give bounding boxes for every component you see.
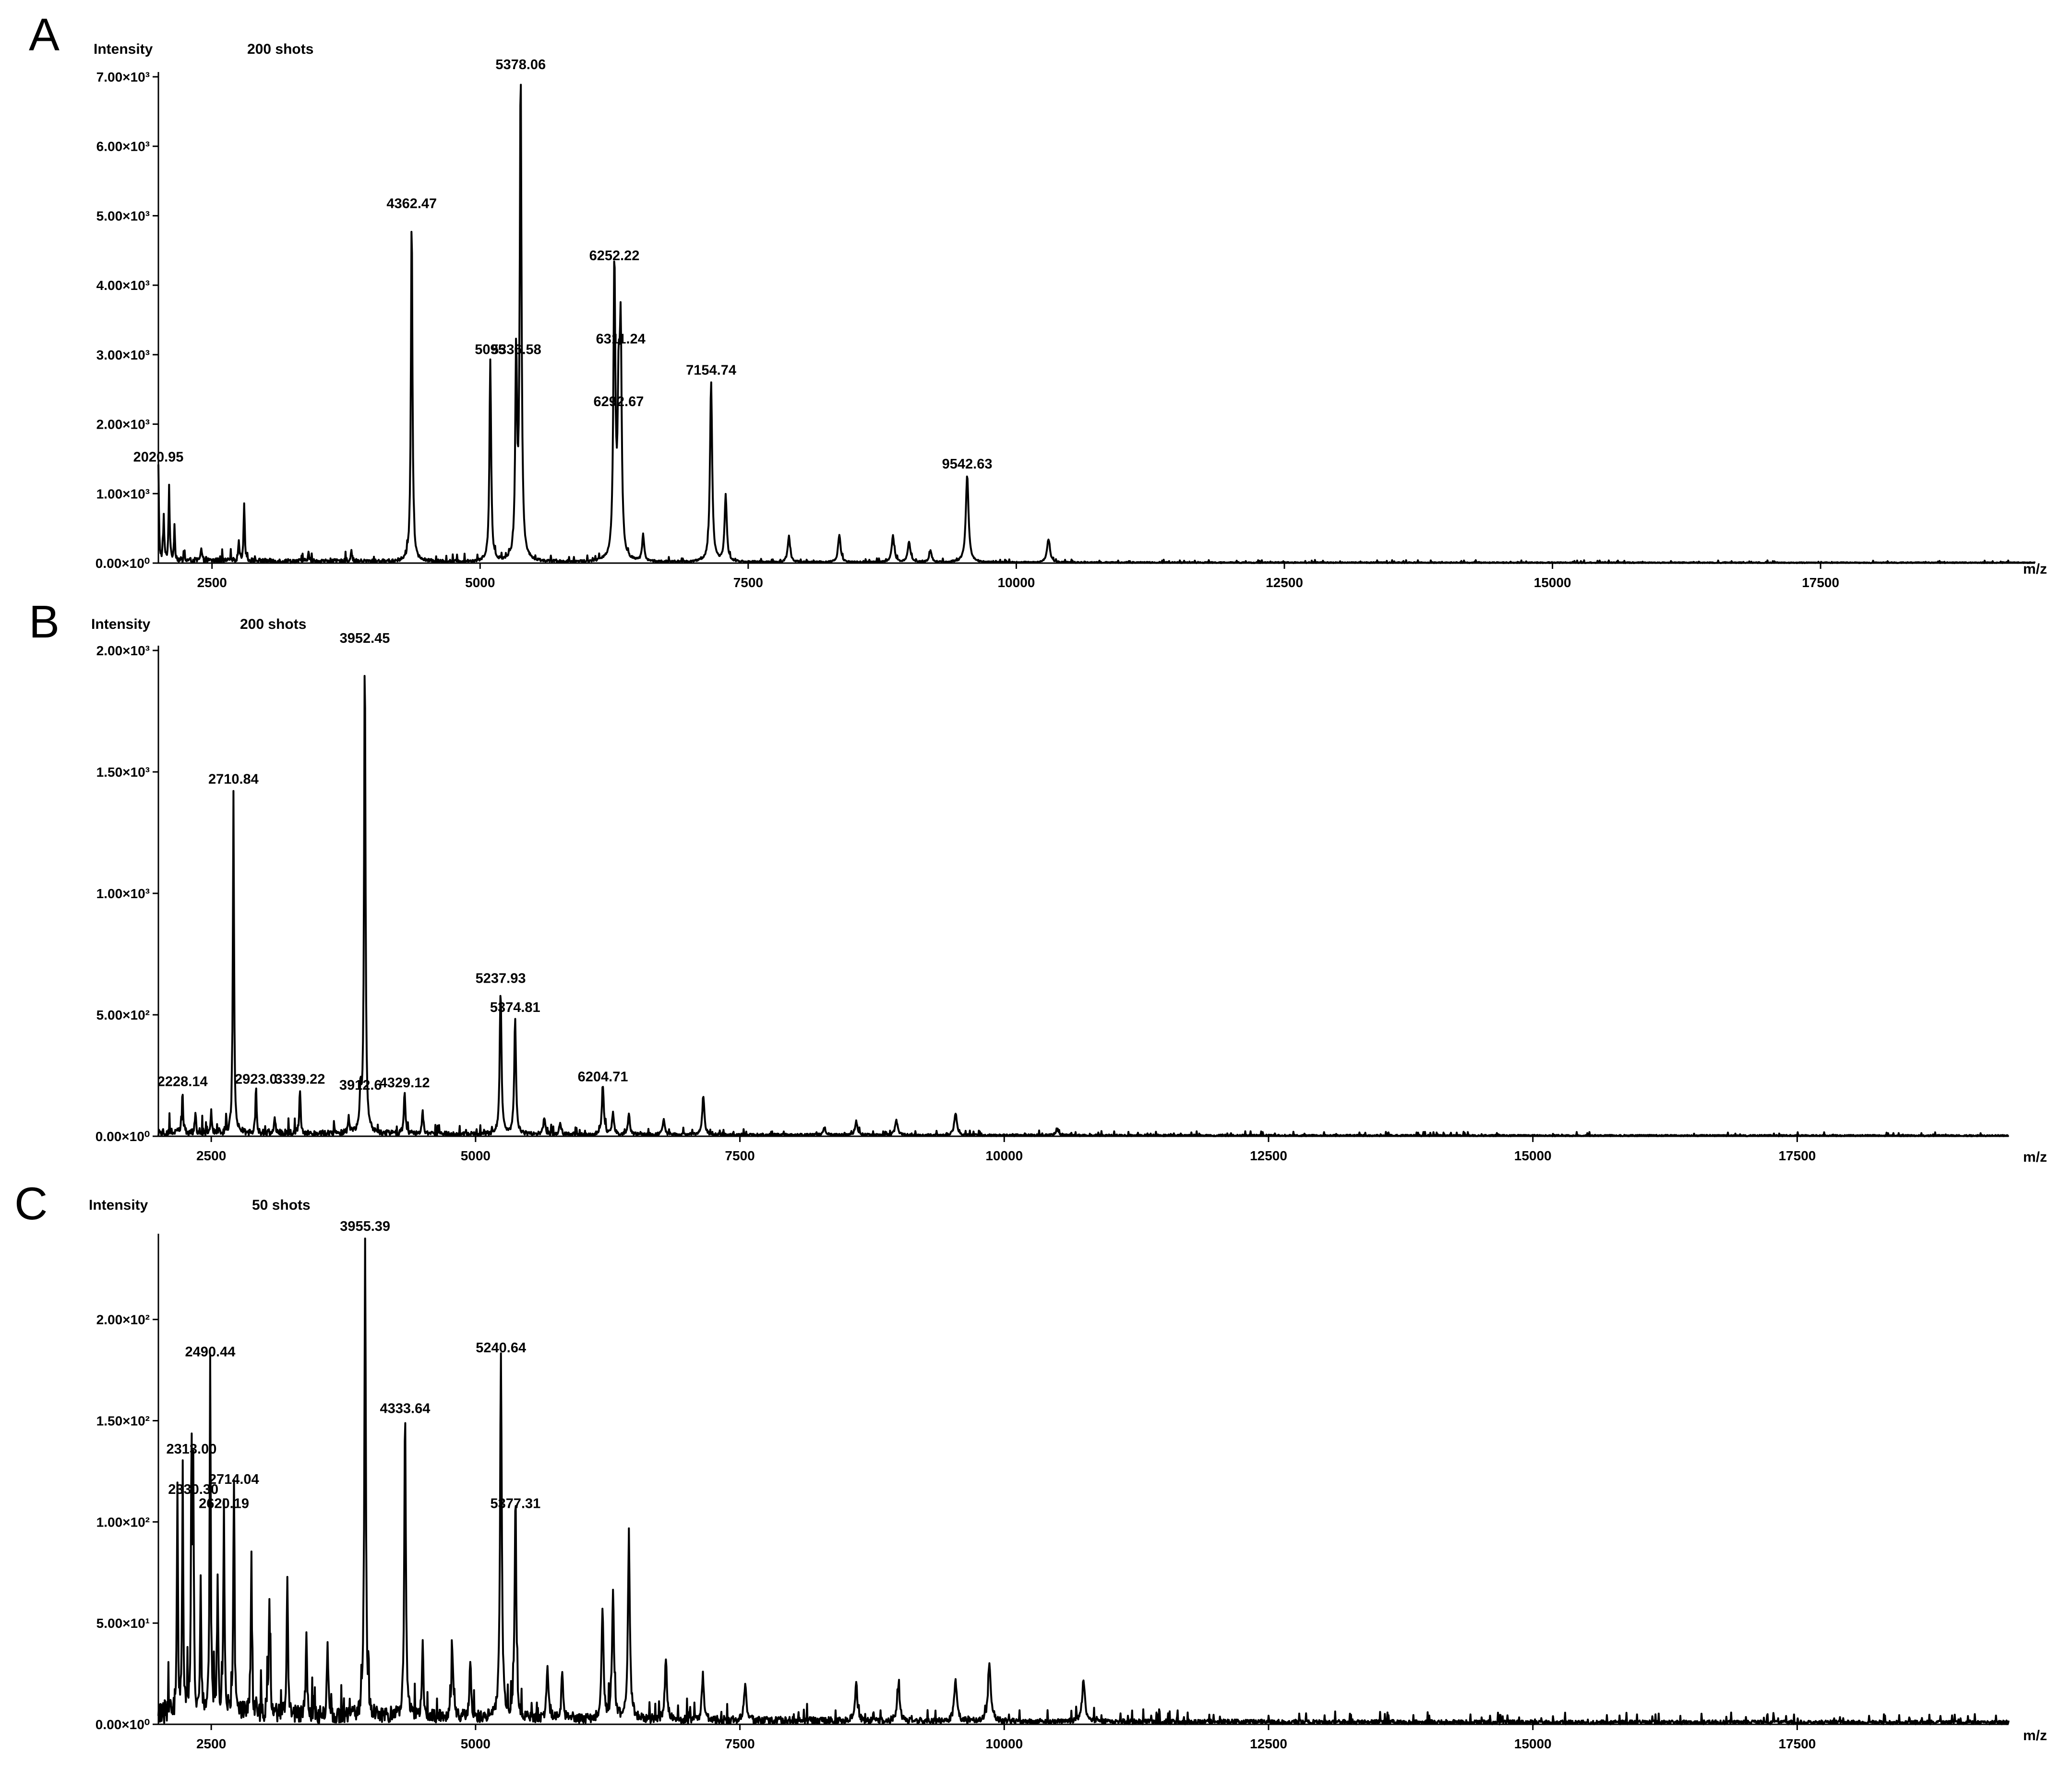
spectrum-trace-b (157, 675, 2010, 1137)
y-tick-label-a: 7.00×10³ (96, 70, 150, 84)
x-tick-label-b: 7500 (725, 1148, 755, 1163)
y-tick-label-c: 2.00×10² (96, 1312, 150, 1327)
peak-label-c: 2313.00 (167, 1442, 217, 1457)
y-axis-label-a: Intensity (94, 41, 153, 57)
y-tick-label-a: 5.00×10³ (96, 208, 150, 223)
shots-annotation-a: 200 shots (247, 41, 313, 57)
peak-label-a: 9542.63 (942, 457, 993, 472)
x-tick-label-c: 15000 (1514, 1736, 1552, 1751)
peak-label-b: 5237.93 (476, 971, 526, 986)
peak-label-b: 3952.45 (340, 631, 390, 646)
x-tick-label-a: 12500 (1266, 575, 1303, 590)
spectrum-trace-a (157, 84, 2036, 564)
peak-labels-c: 2313.00 2330.30 2490.44 2620.19 2714.04 3955.… (167, 1219, 541, 1512)
y-tick-label-a: 0.00×10⁰ (96, 556, 150, 571)
y-tick-label-a: 2.00×10³ (96, 417, 150, 432)
x-axis-label-b: m/z (2023, 1149, 2047, 1165)
peak-label-c: 5377.31 (490, 1496, 540, 1512)
peak-label-c: 2714.04 (209, 1472, 259, 1487)
peak-label-a: 5336.58 (491, 342, 541, 357)
peak-label-b: 2710.84 (208, 771, 259, 787)
x-tick-label-b: 10000 (985, 1148, 1023, 1163)
peak-label-c: 2330.30 (168, 1482, 218, 1497)
y-tick-label-a: 3.00×10³ (96, 348, 150, 362)
y-tick-label-a: 4.00×10³ (96, 278, 150, 293)
x-tick-label-c: 12500 (1250, 1736, 1287, 1751)
peak-label-b: 3339.22 (275, 1071, 325, 1087)
y-tick-label-b: 0.00×10⁰ (96, 1129, 150, 1144)
peak-label-a: 6252.22 (589, 248, 640, 264)
y-axis-label-b: Intensity (91, 616, 151, 632)
x-tick-label-a: 2500 (197, 575, 227, 590)
spectrum-panel-b: B Intensity 200 shots m/z 0.00×10⁰ 5.00×1… (29, 596, 2047, 1165)
peak-label-a: 4362.47 (386, 196, 437, 211)
peak-label-c: 2490.44 (185, 1344, 236, 1359)
peak-label-b: 2923.0 (235, 1071, 277, 1087)
x-tick-label-a: 10000 (997, 575, 1035, 590)
x-tick-label-c: 10000 (985, 1736, 1023, 1751)
peak-label-a: 6292.67 (594, 394, 644, 409)
y-tick-label-b: 5.00×10² (96, 1008, 150, 1022)
peak-label-a: 6311.24 (596, 332, 646, 347)
peak-label-c: 4333.64 (380, 1401, 431, 1417)
spectrum-panel-a: A Intensity 200 shots m/z 0.00×10⁰1.00×1… (29, 9, 2047, 590)
panel-letter-c: C (14, 1178, 48, 1229)
peak-label-a: 7154.74 (686, 363, 736, 378)
y-tick-label-b: 1.50×10³ (96, 765, 150, 780)
x-tick-label-b: 5000 (461, 1148, 491, 1163)
peak-label-a: 2020.95 (133, 450, 184, 465)
peak-label-b: 4329.12 (380, 1075, 430, 1091)
y-tick-label-c: 0.00×10⁰ (96, 1717, 150, 1732)
axis-ticks-a: 0.00×10⁰ 1.00×10³ 2.00×10³ 3.00×10³ 4.00×10³… (96, 70, 2035, 590)
y-tick-label-c: 1.00×10² (96, 1515, 150, 1529)
y-tick-label-b: 2.00×10³ (96, 643, 150, 658)
panel-letter-b: B (29, 596, 60, 648)
axis-ticks-c: 0.00×10⁰ 5.00×10¹ 1.00×10² 1.50×10² 2.00×10²… (96, 1234, 2009, 1751)
x-axis-label-c: m/z (2023, 1728, 2047, 1744)
peak-label-c: 3955.39 (340, 1219, 390, 1234)
x-tick-label-b: 12500 (1250, 1148, 1287, 1163)
y-tick-label-c: 1.50×10² (96, 1414, 150, 1429)
shots-annotation-b: 200 shots (240, 616, 306, 632)
y-tick-label-a: 1.00×10³ (96, 486, 150, 501)
y-axis-label-c: Intensity (89, 1197, 148, 1213)
x-tick-label-b: 15000 (1514, 1148, 1552, 1163)
x-tick-label-c: 2500 (196, 1736, 226, 1751)
y-tick-label-c: 5.00×10¹ (96, 1616, 150, 1631)
peak-label-c: 2620.19 (199, 1496, 249, 1512)
y-tick-label-b: 1.00×10³ (96, 886, 150, 901)
x-tick-label-c: 5000 (461, 1736, 491, 1751)
peak-label-a: 5378.06 (495, 57, 546, 72)
x-tick-label-c: 7500 (725, 1736, 755, 1751)
peak-label-b: 2228.14 (157, 1074, 208, 1089)
spectrum-trace-c (157, 1238, 2010, 1725)
x-tick-label-a: 17500 (1802, 575, 1839, 590)
x-tick-label-c: 17500 (1778, 1736, 1816, 1751)
y-tick-label-a: 6.00×10³ (96, 139, 150, 154)
x-tick-label-b: 2500 (196, 1148, 226, 1163)
panel-letter-a: A (29, 9, 60, 60)
shots-annotation-c: 50 shots (252, 1197, 311, 1213)
peak-label-b: 5374.81 (490, 1000, 540, 1015)
x-tick-label-a: 7500 (733, 575, 763, 590)
x-tick-label-a: 5000 (465, 575, 495, 590)
peak-label-c: 5240.64 (476, 1340, 526, 1356)
peak-label-a: 5095 (475, 342, 506, 357)
peak-label-b: 3912.6 (339, 1078, 382, 1093)
peak-label-b: 6204.71 (578, 1069, 628, 1084)
x-tick-label-b: 17500 (1778, 1148, 1816, 1163)
x-tick-label-a: 15000 (1534, 575, 1571, 590)
spectrum-panel-c: C Intensity 50 shots m/z 0.00×10⁰ 5.00×10… (14, 1178, 2047, 1751)
